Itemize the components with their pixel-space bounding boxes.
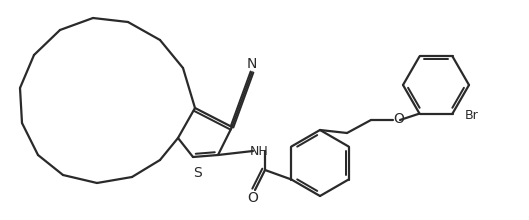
Text: NH: NH: [250, 145, 268, 158]
Text: O: O: [394, 112, 405, 126]
Text: N: N: [247, 57, 257, 71]
Text: Br: Br: [464, 109, 478, 122]
Text: O: O: [248, 191, 259, 205]
Text: S: S: [193, 166, 202, 180]
